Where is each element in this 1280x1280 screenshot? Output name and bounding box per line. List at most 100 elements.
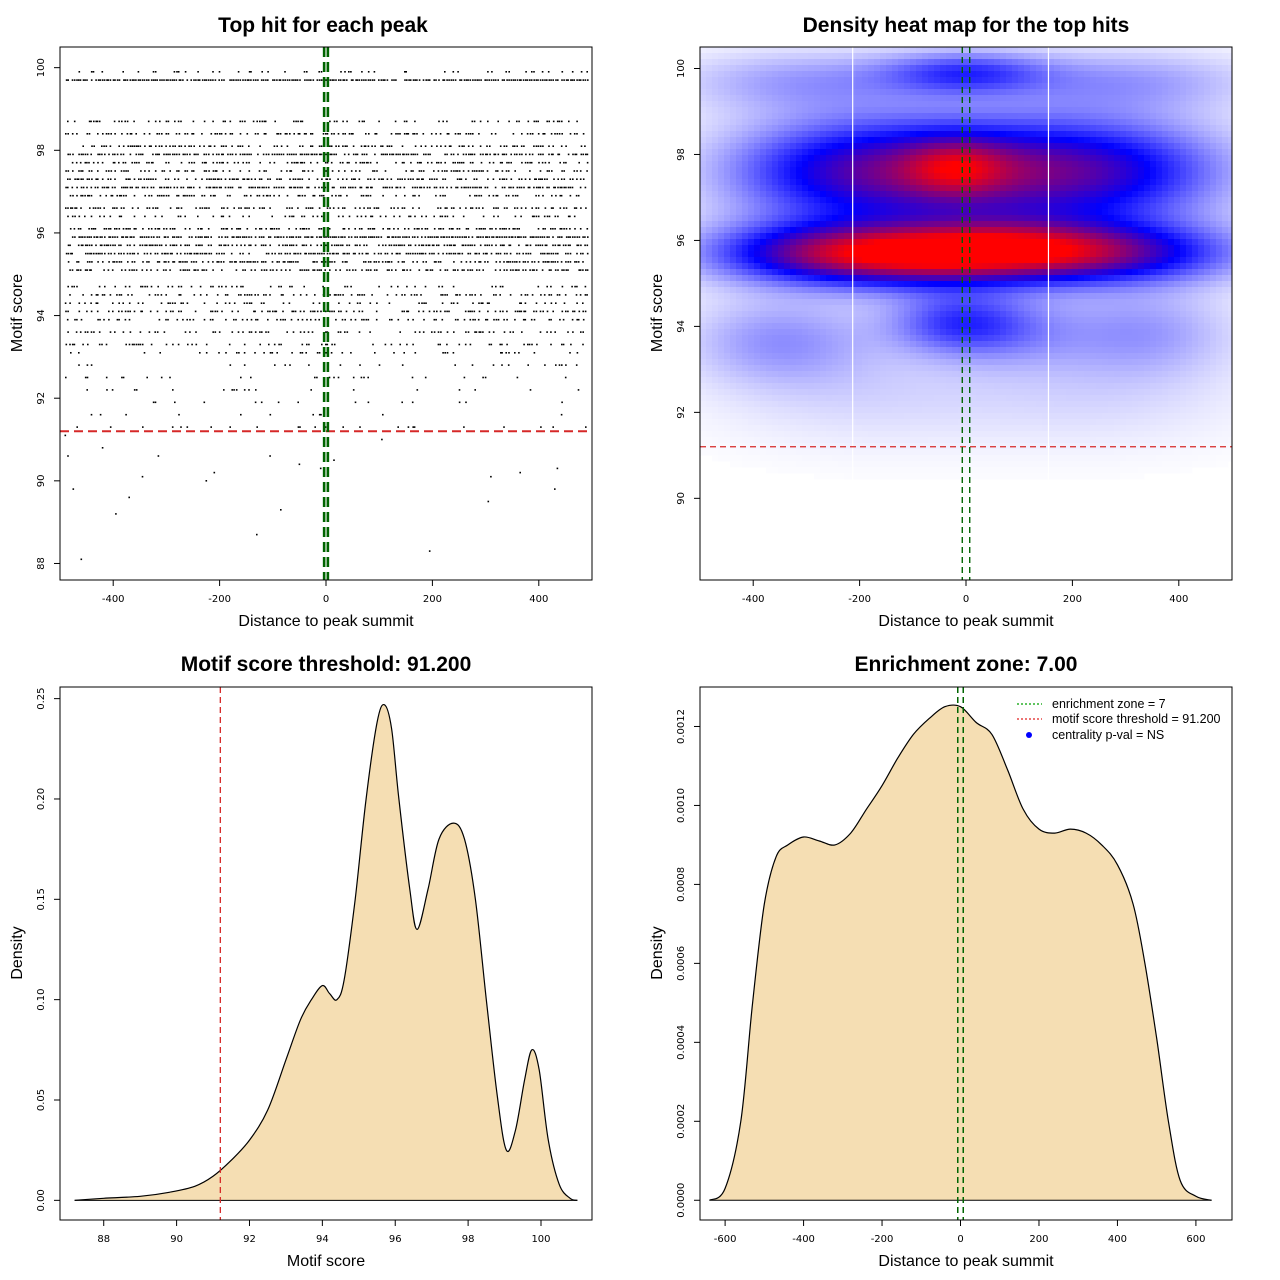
heatmap-cell bbox=[754, 119, 761, 126]
heatmap-cell bbox=[814, 461, 821, 468]
scatter-point bbox=[531, 71, 533, 73]
scatter-point bbox=[174, 178, 176, 180]
heatmap-cell bbox=[808, 101, 815, 108]
scatter-point bbox=[405, 170, 407, 172]
scatter-point bbox=[368, 133, 370, 135]
scatter-point bbox=[292, 236, 295, 238]
scatter-point bbox=[358, 170, 361, 172]
heatmap-cell bbox=[724, 173, 731, 180]
scatter-point bbox=[303, 170, 306, 172]
scatter-point bbox=[480, 170, 483, 172]
scatter-point bbox=[291, 285, 293, 288]
scatter-point bbox=[256, 533, 258, 536]
heatmap-cell bbox=[808, 71, 815, 78]
scatter-point bbox=[229, 153, 232, 156]
scatter-point bbox=[133, 252, 136, 255]
scatter-point bbox=[297, 261, 299, 263]
heatmap-cell bbox=[754, 125, 761, 132]
heatmap-cell bbox=[802, 95, 809, 102]
scatter-point bbox=[114, 133, 116, 135]
heatmap-cell bbox=[838, 203, 845, 210]
heatmap-cell bbox=[724, 359, 731, 366]
scatter-point bbox=[533, 318, 536, 321]
scatter-point bbox=[499, 285, 502, 288]
scatter-point bbox=[103, 186, 106, 189]
scatter-point bbox=[280, 285, 282, 288]
heatmap-cell bbox=[700, 263, 707, 270]
heatmap-cell bbox=[814, 83, 821, 90]
scatter-point bbox=[301, 178, 304, 180]
scatter-point bbox=[226, 228, 229, 230]
scatter-point bbox=[501, 170, 504, 172]
scatter-point bbox=[89, 252, 91, 255]
scatter-point bbox=[487, 120, 489, 123]
scatter-point bbox=[444, 215, 446, 218]
scatter-point bbox=[265, 269, 268, 271]
scatter-point bbox=[372, 170, 374, 172]
scatter-point bbox=[567, 310, 569, 313]
scatter-point bbox=[77, 79, 80, 81]
scatter-point bbox=[64, 302, 67, 304]
scatter-point bbox=[442, 178, 444, 180]
heatmap-cell bbox=[814, 173, 821, 180]
heatmap-cell bbox=[730, 395, 737, 402]
scatter-point bbox=[295, 244, 298, 247]
heatmap-cell bbox=[754, 287, 761, 294]
heatmap-cell bbox=[802, 155, 809, 162]
scatter-point bbox=[165, 194, 168, 197]
heatmap-cell bbox=[796, 323, 803, 330]
scatter-point bbox=[535, 186, 538, 189]
scatter-point bbox=[139, 236, 142, 238]
scatter-point bbox=[503, 145, 506, 147]
scatter-point bbox=[493, 215, 495, 218]
heatmap-cell bbox=[748, 389, 755, 396]
scatter-point bbox=[509, 261, 512, 263]
scatter-point bbox=[376, 302, 378, 304]
scatter-point bbox=[474, 194, 476, 197]
scatter-point bbox=[71, 207, 74, 209]
heatmap-cell bbox=[778, 401, 785, 408]
scatter-point bbox=[368, 236, 370, 238]
heatmap-cell bbox=[766, 149, 773, 156]
scatter-point bbox=[501, 364, 503, 366]
scatter-point bbox=[350, 186, 352, 189]
scatter-point bbox=[90, 331, 93, 333]
heatmap-cell bbox=[802, 317, 809, 324]
scatter-point bbox=[121, 120, 123, 123]
scatter-point bbox=[286, 161, 289, 164]
scatter-point bbox=[262, 236, 265, 238]
scatter-point bbox=[246, 261, 248, 263]
heatmap-cell bbox=[736, 143, 743, 150]
heatmap-cell bbox=[754, 461, 761, 468]
scatter-point bbox=[231, 389, 233, 391]
scatter-point bbox=[107, 133, 110, 135]
heatmap-cell bbox=[808, 185, 815, 192]
scatter-point bbox=[221, 236, 223, 238]
heatmap-cell bbox=[796, 395, 803, 402]
heatmap-cell bbox=[832, 449, 839, 456]
scatter-point bbox=[163, 236, 166, 238]
scatter-point bbox=[169, 244, 172, 247]
heatmap-cell bbox=[760, 137, 767, 144]
scatter-point bbox=[354, 244, 357, 247]
scatter-point bbox=[546, 310, 549, 313]
heatmap-cell bbox=[778, 359, 785, 366]
scatter-point bbox=[205, 236, 208, 238]
heatmap-cell bbox=[838, 89, 845, 96]
scatter-point bbox=[468, 236, 470, 238]
scatter-point bbox=[418, 79, 421, 81]
heatmap-cell bbox=[748, 209, 755, 216]
heatmap-cell bbox=[820, 263, 827, 270]
scatter-point bbox=[382, 194, 384, 197]
scatter-point bbox=[129, 252, 131, 255]
scatter-point bbox=[418, 161, 421, 164]
scatter-point bbox=[221, 79, 223, 81]
scatter-point bbox=[308, 364, 310, 366]
scatter-point bbox=[138, 153, 140, 156]
scatter-point bbox=[419, 252, 421, 255]
heatmap-cell bbox=[778, 251, 785, 258]
scatter-point bbox=[397, 228, 399, 230]
scatter-point bbox=[367, 178, 369, 180]
scatter-point bbox=[413, 294, 416, 296]
